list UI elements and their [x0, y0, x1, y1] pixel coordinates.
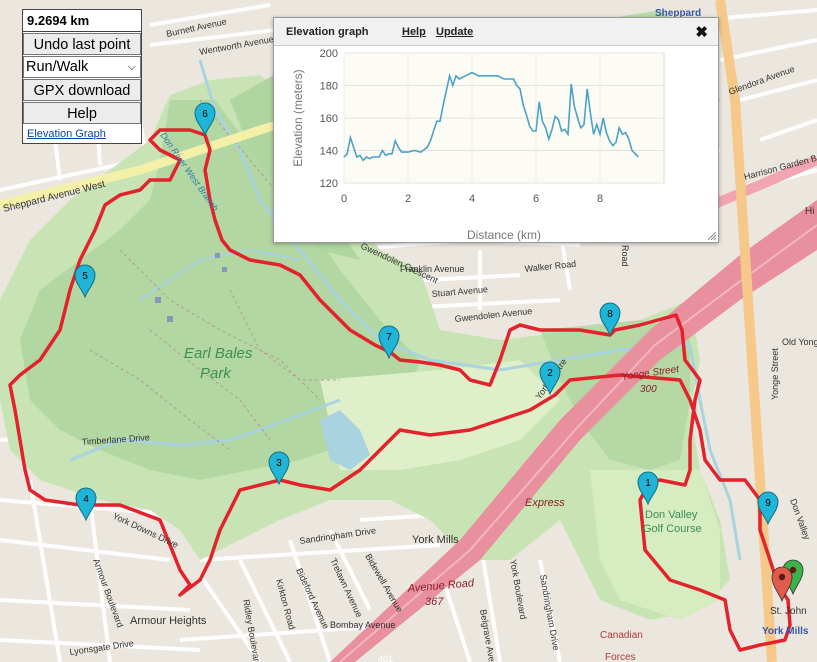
marker-label: 5 [82, 271, 88, 282]
chevron-down-icon: ⌵ [127, 61, 136, 73]
label-road-edge: Road [620, 245, 630, 267]
marker-label: 8 [607, 309, 613, 320]
marker-pin-icon [378, 325, 400, 360]
route-marker-4[interactable]: 4 [75, 487, 97, 522]
y-tick-label: 160 [320, 113, 338, 125]
x-tick-label: 4 [469, 193, 475, 205]
undo-last-point-button[interactable]: Undo last point [23, 33, 141, 55]
label-express: Express [525, 497, 565, 509]
elevation-panel-header[interactable]: Elevation graph Help Update ✖ [274, 18, 718, 46]
label-avenue-road: Avenue Road [406, 577, 475, 595]
marker-label: 2 [547, 368, 553, 379]
pin-dot [778, 573, 786, 581]
x-tick-label: 0 [341, 193, 347, 205]
distance-display: 9.2694 km [23, 10, 141, 32]
route-marker-1[interactable]: 1 [637, 471, 659, 506]
x-axis-label: Distance (km) [467, 228, 541, 242]
help-button[interactable]: Help [23, 102, 141, 124]
y-axis-label: Elevation (meters) [291, 69, 305, 166]
gpx-download-button[interactable]: GPX download [23, 79, 141, 101]
x-tick-label: 8 [597, 193, 603, 205]
label-timberlane: Timberlane Drive [81, 432, 150, 447]
marker-pin-icon [539, 361, 561, 396]
label-canadian: Canadian [600, 630, 643, 641]
elevation-help-link[interactable]: Help [402, 26, 426, 38]
label-old-yonge: Old Yonge St [782, 337, 817, 347]
route-marker-2[interactable]: 2 [539, 361, 561, 396]
y-tick-label: 120 [320, 178, 338, 190]
label-york-mills: York Mills [412, 534, 459, 546]
label-avenue-num: 367 [425, 596, 444, 608]
label-stuart: Stuart Avenue [431, 284, 488, 299]
y-tick-label: 200 [320, 48, 338, 60]
label-earl-bales: Earl Bales [184, 345, 253, 362]
label-bombay: Bombay Avenue [330, 620, 395, 630]
activity-mode-select[interactable]: Run/Walk ⌵ [23, 56, 141, 78]
label-york-mills-station: York Mills [762, 626, 809, 637]
route-path [8, 128, 792, 652]
label-golf-course: Golf Course [643, 523, 702, 535]
pin-dot [789, 566, 797, 574]
label-armour-heights: Armour Heights [130, 615, 207, 627]
marker-pin-icon [194, 102, 216, 137]
controls-panel: 9.2694 km Undo last point Run/Walk ⌵ GPX… [22, 9, 142, 144]
marker-label: 9 [765, 498, 771, 509]
marker-label: 3 [276, 458, 282, 469]
route-marker-8[interactable]: 8 [599, 302, 621, 337]
y-tick-label: 180 [320, 81, 338, 93]
marker-label: 7 [386, 332, 392, 343]
marker-pin-icon [75, 487, 97, 522]
route-marker-7[interactable]: 7 [378, 325, 400, 360]
marker-label: 1 [645, 478, 651, 489]
end-pin-icon[interactable] [771, 566, 793, 603]
label-yonge-num: 300 [640, 384, 657, 395]
marker-pin-icon [74, 264, 96, 299]
label-sheppard-top: Sheppard [655, 8, 701, 19]
marker-pin-icon [637, 471, 659, 506]
elevation-chart: 120 140 160 180 200 0 2 4 6 8 Distance (km) Eleva… [291, 48, 665, 242]
marker-pin-icon [268, 451, 290, 486]
x-tick-label: 2 [405, 193, 411, 205]
marker-label: 6 [202, 109, 208, 120]
y-tick-label: 140 [320, 146, 338, 158]
label-park: Park [200, 365, 232, 382]
label-hwy-edge: Hi [805, 206, 814, 217]
elevation-series-line [343, 71, 639, 162]
marker-pin-icon [599, 302, 621, 337]
elevation-panel: Elevation graph Help Update ✖ 120 140 160 1… [273, 17, 719, 243]
elevation-update-link[interactable]: Update [436, 26, 474, 38]
marker-label: 4 [83, 494, 89, 505]
resize-handle-icon[interactable] [706, 230, 716, 240]
route-marker-5[interactable]: 5 [74, 264, 96, 299]
marker-pin-icon [757, 491, 779, 526]
elevation-graph-link[interactable]: Elevation Graph [27, 128, 106, 140]
label-st-john: St. John [770, 606, 807, 617]
label-hwy401: 401 [378, 654, 393, 662]
activity-mode-value: Run/Walk [26, 59, 89, 75]
label-yonge-street: Yonge Street [770, 348, 780, 400]
label-don-valley: Don Valley [645, 509, 698, 521]
label-forces: Forces [605, 652, 636, 662]
close-icon[interactable]: ✖ [695, 24, 708, 41]
x-tick-label: 6 [533, 193, 539, 205]
elevation-panel-title: Elevation graph [286, 26, 369, 38]
route-marker-6[interactable]: 6 [194, 102, 216, 137]
route-marker-3[interactable]: 3 [268, 451, 290, 486]
label-franklin: Franklin Avenue [400, 264, 464, 274]
route-marker-9[interactable]: 9 [757, 491, 779, 526]
